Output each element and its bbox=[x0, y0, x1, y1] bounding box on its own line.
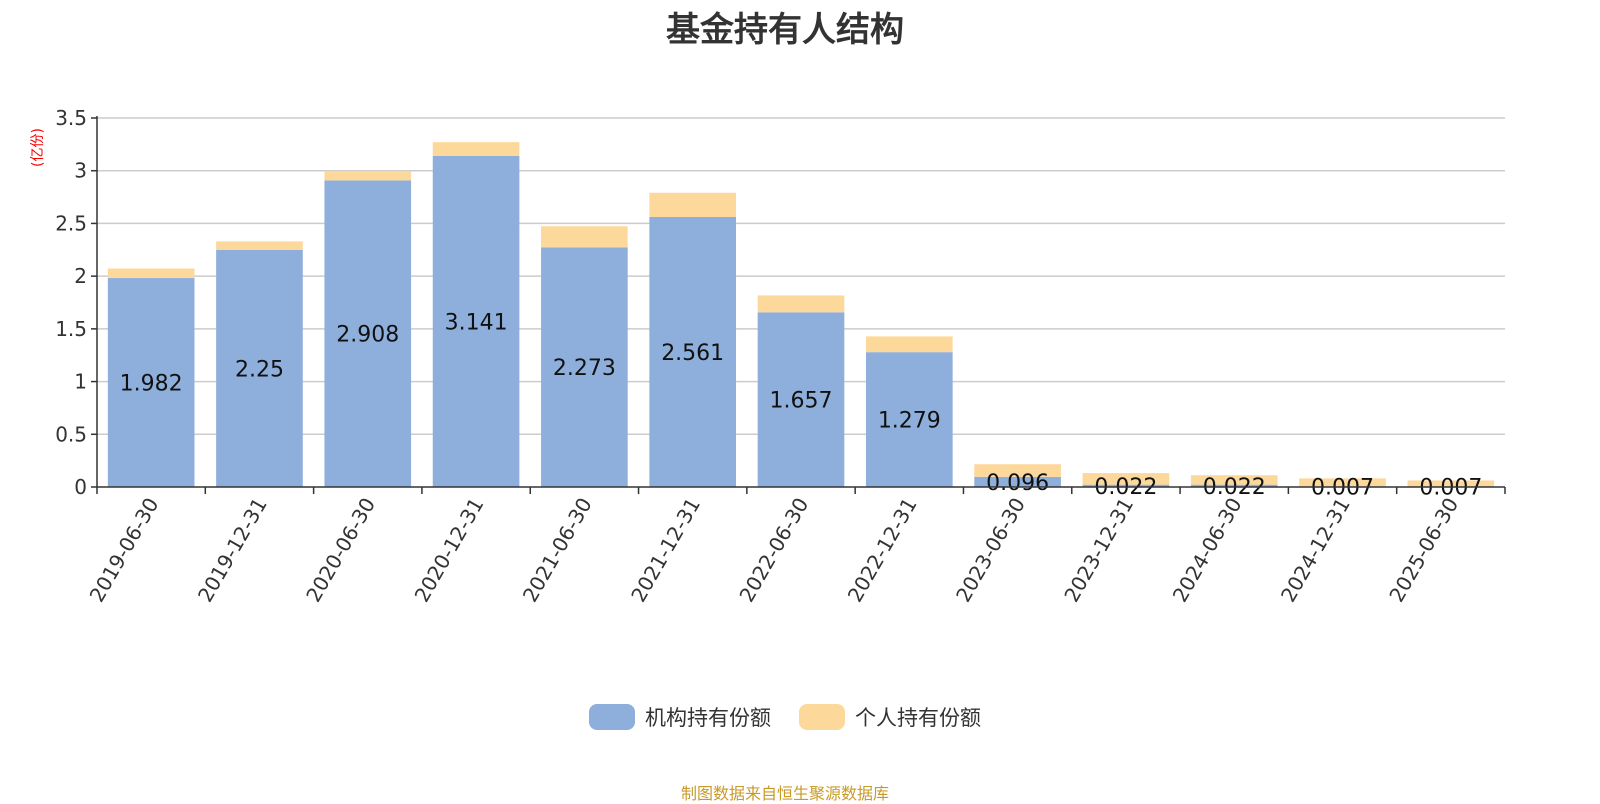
y-tick-label: 0 bbox=[74, 475, 87, 499]
bar-individual bbox=[432, 142, 520, 156]
bar-institutional bbox=[974, 476, 1061, 487]
data-label-institutional: 3.141 bbox=[445, 310, 508, 335]
data-label-institutional: 1.657 bbox=[770, 389, 833, 414]
y-tick-label: 3 bbox=[74, 159, 87, 183]
bar-individual bbox=[649, 192, 737, 217]
bar-individual bbox=[107, 268, 195, 279]
legend-swatch-institutional bbox=[589, 704, 635, 730]
data-label-institutional: 2.25 bbox=[235, 357, 284, 382]
bar-individual bbox=[865, 336, 953, 353]
data-label-institutional: 2.273 bbox=[553, 356, 616, 381]
y-tick-label: 0.5 bbox=[55, 422, 87, 446]
bar-institutional bbox=[757, 312, 845, 487]
y-tick-label: 2 bbox=[74, 264, 87, 288]
bar-institutional bbox=[107, 278, 195, 487]
data-label-institutional: 2.561 bbox=[661, 341, 724, 366]
legend-item-institutional[interactable]: 机构持有份额 bbox=[589, 702, 771, 732]
x-tick-label: 2021-12-31 bbox=[626, 494, 705, 607]
x-tick-label: 2023-06-30 bbox=[951, 494, 1030, 607]
bars bbox=[107, 142, 1495, 488]
x-tick-label: 2024-12-31 bbox=[1276, 494, 1355, 607]
bar-individual bbox=[1082, 473, 1170, 485]
bar-individual bbox=[1299, 478, 1386, 487]
x-tick-label: 2022-12-31 bbox=[843, 493, 922, 606]
x-tick-label: 2022-06-30 bbox=[734, 494, 813, 607]
x-tick-label: 2020-12-31 bbox=[410, 493, 489, 606]
data-label-institutional: 2.908 bbox=[336, 323, 399, 348]
y-axis-unit-label: (亿份) bbox=[30, 128, 46, 167]
data-label-institutional: 0.007 bbox=[1311, 476, 1374, 501]
legend-swatch-individual bbox=[799, 704, 845, 730]
bar-institutional bbox=[541, 247, 628, 487]
x-tick-label: 2023-12-31 bbox=[1059, 494, 1138, 607]
legend-label-institutional: 机构持有份额 bbox=[645, 706, 771, 730]
bar-individual bbox=[1407, 480, 1495, 487]
x-tick-label: 2019-06-30 bbox=[85, 494, 164, 607]
data-label-institutional: 0.096 bbox=[986, 471, 1049, 496]
legend-label-individual: 个人持有份额 bbox=[855, 706, 981, 730]
y-tick-label: 1 bbox=[74, 370, 87, 394]
legend: 机构持有份额 个人持有份额 bbox=[0, 702, 1570, 732]
data-label-institutional: 0.007 bbox=[1419, 476, 1482, 501]
bar-individual bbox=[324, 170, 412, 181]
bar-institutional bbox=[865, 352, 953, 487]
bar-institutional bbox=[649, 216, 737, 487]
bar-individual bbox=[1190, 475, 1278, 485]
y-tick-label: 2.5 bbox=[55, 211, 87, 235]
bar-individual bbox=[541, 226, 628, 248]
bar-individual bbox=[974, 464, 1061, 477]
data-label-institutional: 1.279 bbox=[878, 409, 941, 434]
bar-institutional bbox=[1082, 484, 1170, 487]
y-tick-label: 1.5 bbox=[55, 317, 87, 341]
x-tick-label: 2020-06-30 bbox=[301, 494, 380, 607]
bar-institutional bbox=[216, 249, 303, 487]
chart-title: 基金持有人结构 bbox=[666, 10, 904, 50]
x-tick-label: 2019-12-31 bbox=[193, 494, 272, 607]
x-tick-label: 2021-06-30 bbox=[518, 494, 597, 607]
x-tick-label: 2025-06-30 bbox=[1384, 494, 1463, 607]
bar-individual bbox=[216, 241, 303, 250]
bar-institutional bbox=[324, 180, 412, 488]
data-label-institutional: 1.982 bbox=[120, 372, 183, 397]
source-note: 制图数据来自恒生聚源数据库 bbox=[680, 784, 889, 803]
bar-institutional bbox=[1190, 484, 1278, 487]
x-tick-label: 2024-06-30 bbox=[1168, 494, 1247, 607]
bar-institutional bbox=[432, 155, 520, 487]
legend-item-individual[interactable]: 个人持有份额 bbox=[799, 702, 981, 732]
y-tick-label: 3.5 bbox=[55, 106, 87, 130]
bar-individual bbox=[757, 295, 845, 313]
